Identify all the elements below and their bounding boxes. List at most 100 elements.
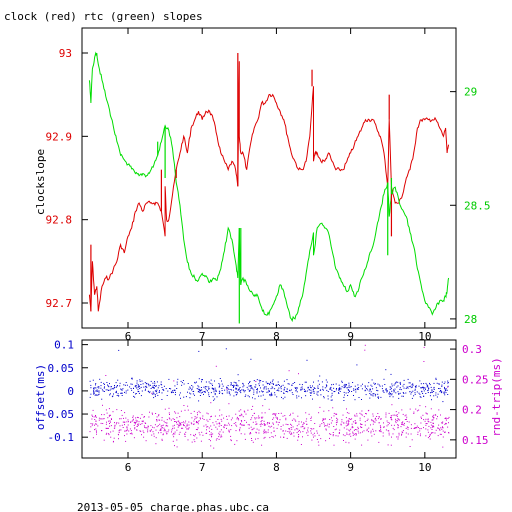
scatter-point: [419, 428, 421, 430]
scatter-point: [305, 391, 307, 393]
scatter-point: [268, 425, 270, 427]
scatter-point: [331, 389, 333, 391]
scatter-point: [372, 423, 374, 425]
scatter-point: [255, 438, 256, 440]
scatter-point: [248, 427, 250, 429]
scatter-point: [353, 388, 355, 390]
scatter-point: [253, 389, 255, 391]
scatter-point: [312, 385, 313, 387]
scatter-point: [289, 390, 291, 392]
scatter-point: [399, 382, 401, 384]
scatter-point: [406, 418, 407, 420]
scatter-point: [153, 433, 155, 435]
scatter-point: [417, 433, 419, 435]
scatter-point: [136, 429, 137, 431]
scatter-point: [178, 424, 180, 426]
scatter-point: [391, 390, 393, 392]
scatter-point: [276, 427, 278, 429]
scatter-point: [151, 429, 152, 431]
scatter-point: [310, 387, 312, 388]
scatter-point: [437, 427, 439, 429]
scatter-point: [373, 421, 375, 423]
scatter-point: [136, 380, 138, 382]
bottom-y2-label: rnd-trip(ms): [490, 357, 503, 436]
scatter-point: [352, 432, 354, 434]
scatter-point: [194, 382, 196, 384]
scatter-point: [141, 434, 142, 436]
scatter-point: [238, 410, 240, 412]
scatter-point: [379, 425, 381, 427]
scatter-point: [423, 388, 425, 390]
scatter-point: [270, 395, 272, 397]
scatter-point: [233, 385, 235, 387]
scatter-point: [448, 422, 449, 424]
scatter-point: [301, 384, 303, 386]
scatter-point: [371, 435, 373, 437]
scatter-point: [286, 388, 288, 390]
scatter-point: [220, 418, 222, 420]
scatter-point: [369, 393, 371, 394]
scatter-point: [441, 422, 443, 424]
scatter-point: [288, 432, 290, 434]
scatter-point: [330, 433, 332, 435]
scatter-point: [365, 413, 367, 415]
scatter-point: [327, 395, 329, 397]
scatter-point: [391, 393, 393, 395]
scatter-point: [208, 388, 209, 390]
scatter-point: [190, 393, 192, 395]
scatter-point: [158, 415, 160, 417]
scatter-point: [135, 386, 137, 388]
scatter-point: [364, 386, 366, 388]
scatter-point: [351, 427, 353, 429]
scatter-point: [161, 392, 163, 394]
scatter-point: [290, 433, 292, 435]
scatter-point: [163, 420, 165, 422]
scatter-point: [154, 382, 156, 384]
scatter-point: [151, 386, 153, 388]
scatter-point: [336, 417, 337, 419]
scatter-point: [385, 429, 387, 431]
scatter-point: [400, 389, 402, 391]
scatter-point: [212, 388, 214, 390]
scatter-point: [259, 391, 261, 393]
scatter-point: [195, 429, 197, 430]
scatter-point: [203, 425, 205, 427]
scatter-point: [138, 391, 140, 392]
scatter-point: [104, 386, 105, 388]
scatter-point: [347, 392, 349, 394]
scatter-point: [296, 387, 298, 388]
scatter-point: [247, 409, 249, 411]
scatter-point: [444, 431, 445, 433]
scatter-point: [276, 396, 278, 398]
scatter-point: [206, 426, 208, 428]
scatter-point: [290, 427, 292, 428]
scatter-point: [323, 423, 325, 425]
scatter-point: [298, 421, 300, 423]
scatter-point: [271, 436, 273, 437]
scatter-point: [273, 430, 275, 432]
scatter-point: [378, 396, 380, 398]
scatter-point: [383, 426, 385, 428]
scatter-point: [399, 392, 401, 394]
scatter-point: [402, 385, 404, 387]
scatter-point: [93, 388, 95, 390]
scatter-point: [310, 420, 312, 421]
scatter-point: [266, 423, 268, 425]
scatter-point: [93, 393, 94, 395]
scatter-point: [429, 384, 431, 386]
scatter-point: [369, 397, 371, 399]
scatter-point: [343, 440, 344, 441]
scatter-point: [193, 410, 195, 412]
scatter-point: [388, 434, 390, 436]
scatter-point: [177, 420, 179, 422]
scatter-point: [407, 428, 409, 430]
scatter-point: [414, 427, 416, 429]
scatter-point: [276, 417, 278, 419]
scatter-point: [400, 383, 401, 385]
scatter-point: [172, 440, 174, 442]
scatter-point: [402, 424, 404, 426]
scatter-point: [447, 382, 449, 384]
scatter-point: [251, 438, 252, 439]
scatter-point: [91, 414, 93, 416]
scatter-point: [161, 427, 163, 429]
